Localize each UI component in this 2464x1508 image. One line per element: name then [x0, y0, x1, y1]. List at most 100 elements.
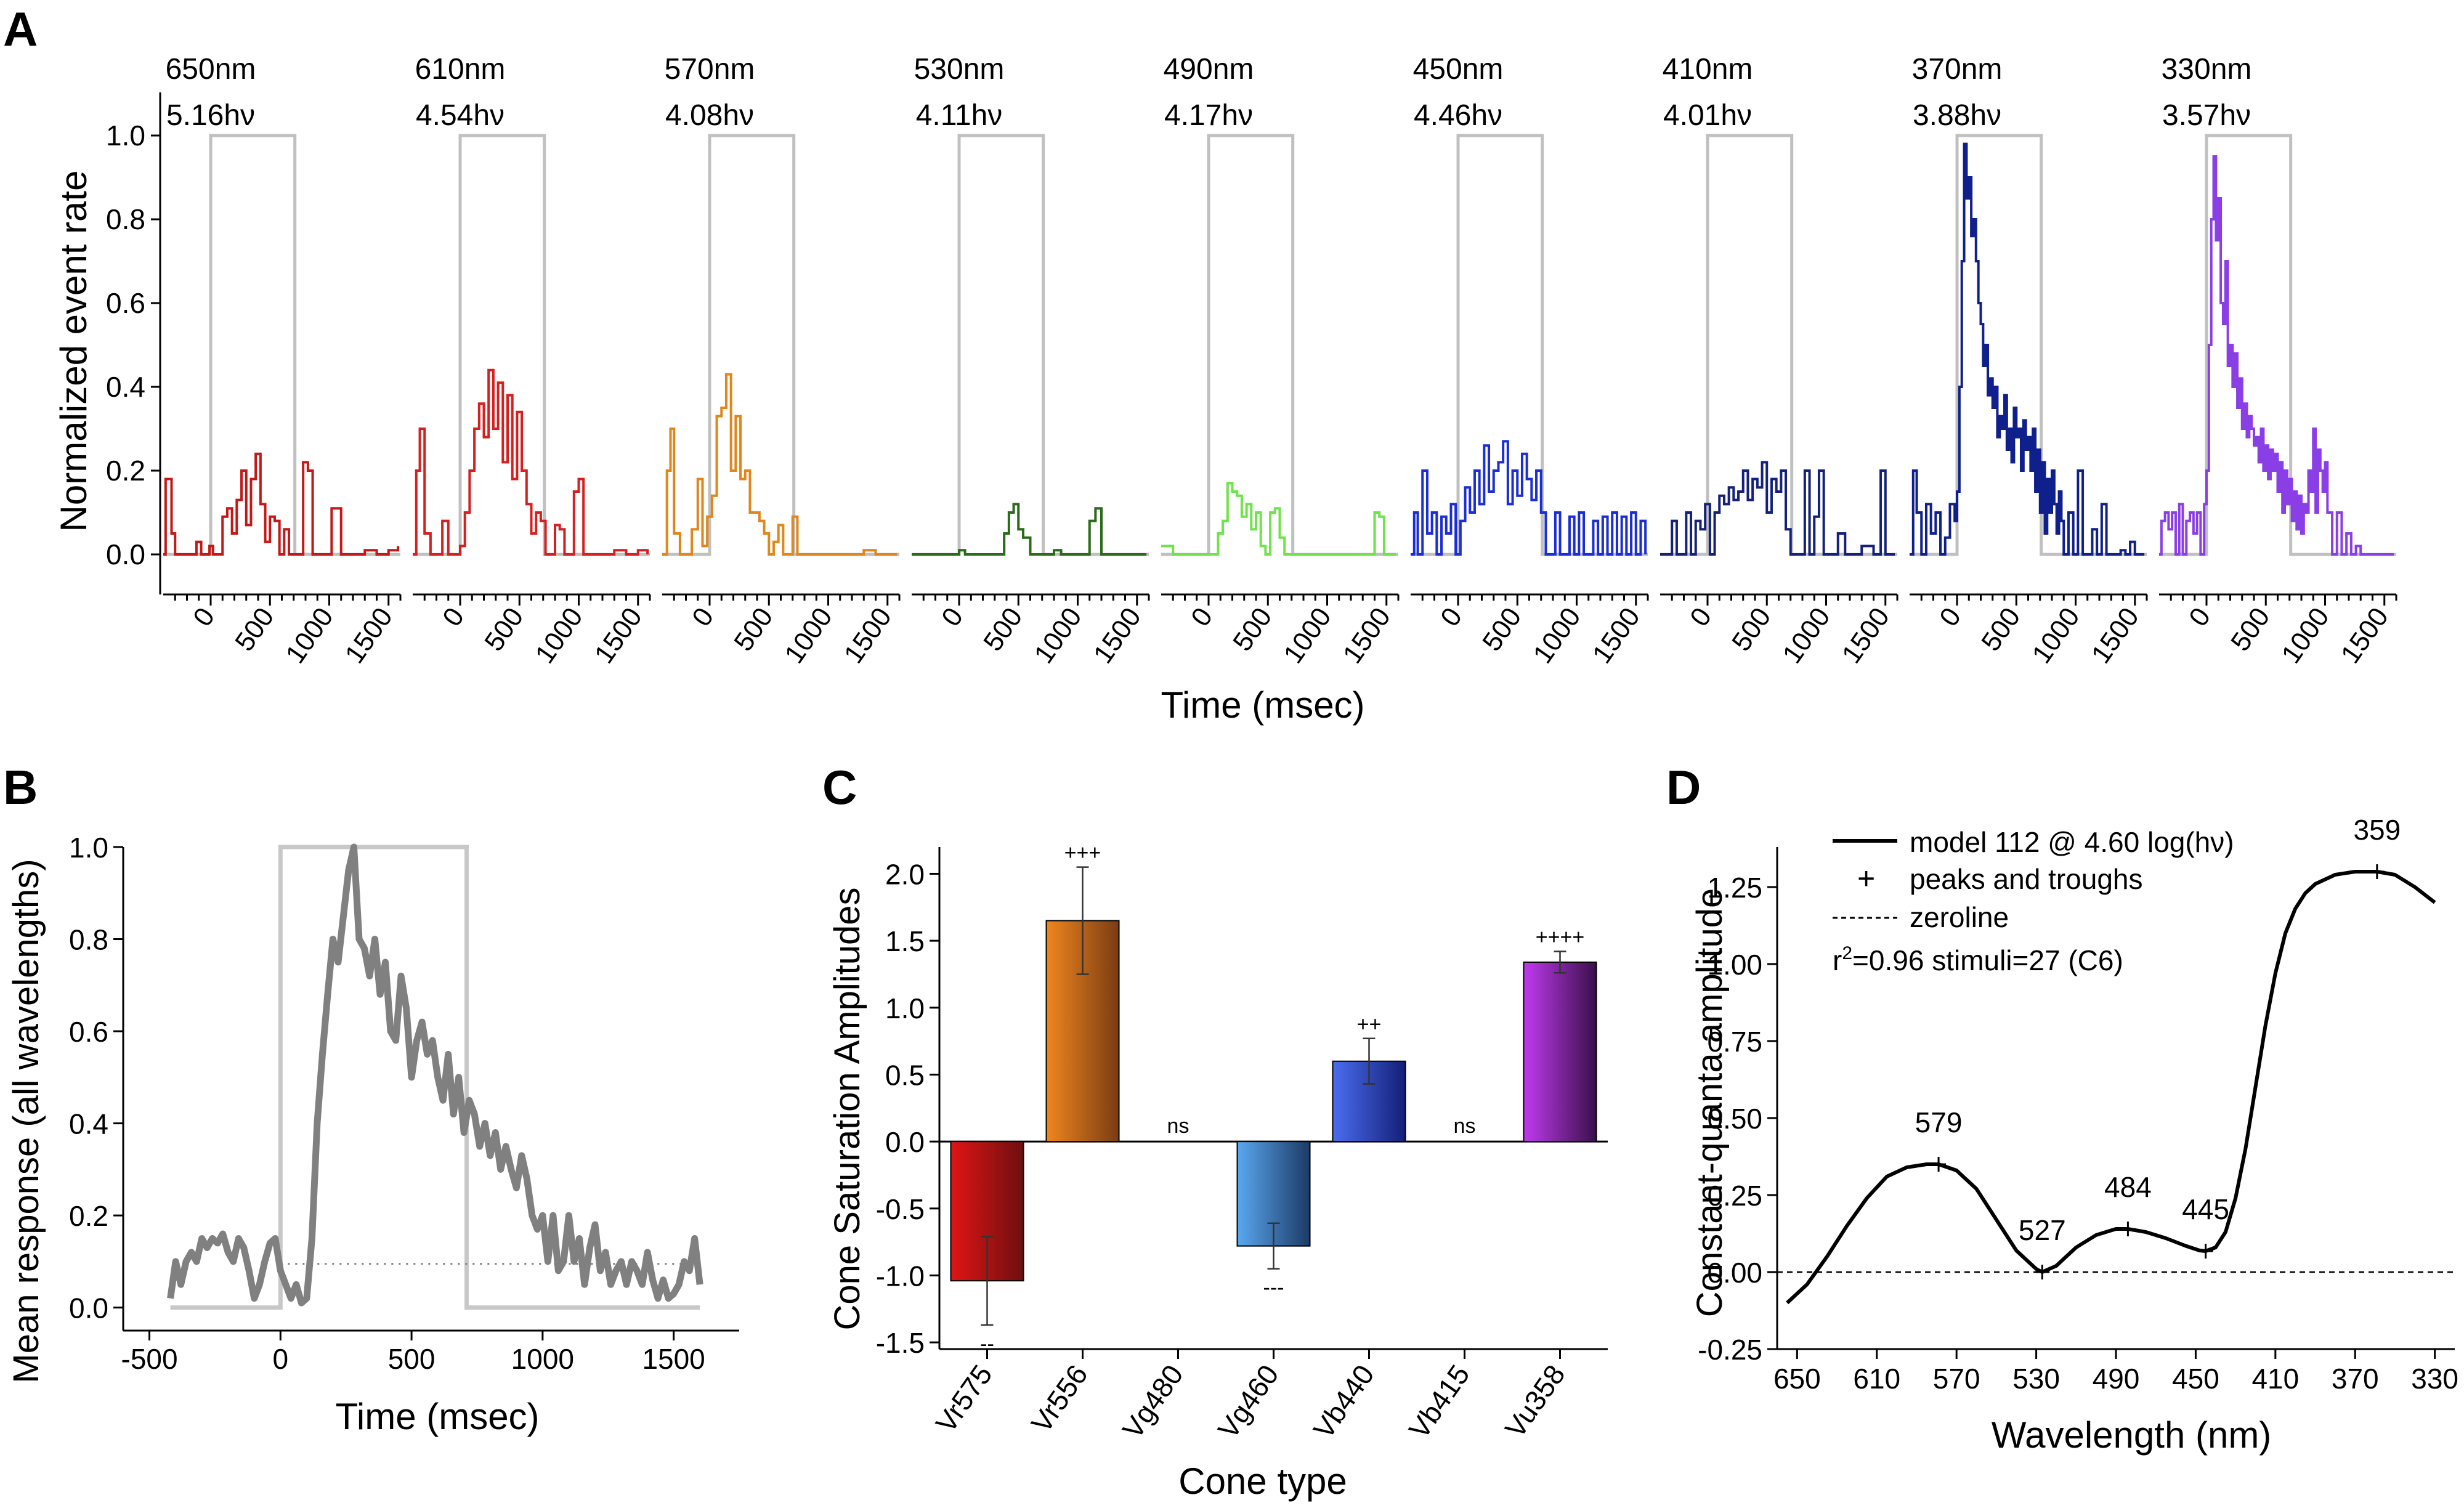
- panel-d-xtick-label: 490: [2093, 1363, 2140, 1395]
- legend-peaks-label: peaks and troughs: [1910, 863, 2143, 895]
- panel-a-xtick-label: 1500: [1337, 602, 1396, 669]
- panel-b-ylabel: Mean response (all wavelengths): [6, 859, 46, 1383]
- panel-c-xtick-label: Vu358: [1499, 1359, 1571, 1443]
- panel-a-response-trace: [1660, 461, 1895, 556]
- panel-d-peak-label: 579: [1915, 1106, 1963, 1138]
- panel-d-peak-label: 527: [2019, 1214, 2066, 1246]
- panel-c-xlabel: Cone type: [1178, 1461, 1347, 1502]
- panel-c-letter: C: [822, 760, 857, 814]
- panel-b-plot: 0.0 0.2 0.4 0.6 0.8 1.0 -500 0 500 1000 1500: [69, 832, 739, 1375]
- panel-a-xtick-label: 1500: [2335, 602, 2394, 669]
- panel-d-xtick-label: 570: [1933, 1363, 1980, 1395]
- panel-d-ytick-label: -0.25: [1698, 1334, 1762, 1366]
- panel-a-xtick-label: 1500: [1836, 602, 1895, 669]
- panel-c-ytick-label: 2.0: [885, 858, 925, 890]
- panel-c-ytick-label: 1.0: [885, 992, 925, 1024]
- panel-a-response-trace: [413, 368, 649, 556]
- panel-a-subplot-410nm: 410nm 4.01hν 0 500 1000 1500: [1660, 53, 1899, 669]
- panel-a-xtick-label: 1000: [1278, 602, 1337, 669]
- panel-a-stimulus-trace: [413, 134, 650, 556]
- panel-c-ylabel: Cone Saturation Amplitudes: [827, 888, 867, 1331]
- panel-c-significance-label: ++: [1357, 1013, 1382, 1036]
- panel-d-xtick-label: 330: [2411, 1363, 2458, 1395]
- panel-b-xlabel: Time (msec): [335, 1396, 539, 1437]
- panel-c-significance-label: ns: [1454, 1114, 1476, 1138]
- panel-b-stimulus-trace: [170, 845, 700, 1310]
- panel-d-xtick-label: 650: [1773, 1363, 1821, 1395]
- panel-b-xtick-label: 500: [388, 1343, 436, 1375]
- panel-c-xtick-label: Vr575: [930, 1359, 999, 1438]
- panel-a-wavelength-label: 570nm: [665, 53, 755, 86]
- panel-d-letter: D: [1666, 760, 1701, 814]
- panel-a-stimulus-trace: [163, 134, 400, 556]
- panel-a-intensity-label: 4.54hν: [416, 99, 505, 132]
- panel-a-subplot-610nm: 610nm 4.54hν 0 500 1000 1500: [413, 53, 651, 669]
- panel-a-stimulus-trace: [1910, 134, 2147, 556]
- panel-d-ytick-label: 1.25: [1707, 872, 1762, 904]
- panel-a-xtick-label: 1500: [1088, 602, 1147, 669]
- panel-a-xtick-label: 1000: [1527, 602, 1586, 669]
- panel-a-xtick-label: 500: [1477, 602, 1527, 657]
- legend-model-label: model 112 @ 4.60 log(hν): [1910, 826, 2234, 858]
- panel-a-xtick-label: 1000: [2026, 602, 2085, 669]
- panel-a-stimulus-trace: [1161, 134, 1398, 556]
- panel-a-subplot-330nm: 330nm 3.57hν 0 500 1000 1500: [2159, 53, 2397, 669]
- panel-a-intensity-label: 4.01hν: [1663, 99, 1752, 132]
- panel-a-wavelength-label: 650nm: [166, 53, 256, 86]
- panel-a-subplot-490nm: 490nm 4.17hν 0 500 1000 1500: [1161, 53, 1400, 669]
- panel-d-xtick-label: 450: [2172, 1363, 2219, 1395]
- panel-c-xtick-label: Vr556: [1025, 1359, 1094, 1438]
- panel-a-xtick-label: 1000: [2276, 602, 2335, 669]
- panel-a-xtick-label: 500: [479, 602, 529, 657]
- panel-d-peak-marker: [2035, 1265, 2050, 1279]
- panel-a-ytick-label: 0.8: [106, 203, 145, 235]
- panel-d-peak-label: 359: [2353, 814, 2401, 846]
- panel-a-xtick-label: 0: [1684, 602, 1717, 632]
- panel-a-wavelength-label: 370nm: [1912, 53, 2003, 86]
- panel-a-xtick-label: 0: [187, 602, 221, 632]
- panel-a-wavelength-label: 530nm: [914, 53, 1005, 86]
- panel-d-xtick-label: 530: [2012, 1363, 2060, 1395]
- panel-a-letter: A: [3, 2, 38, 56]
- panel-c-ytick-label: -0.5: [876, 1193, 925, 1225]
- panel-a-wavelength-label: 330nm: [2162, 53, 2252, 86]
- panel-c-ytick-label: -1.0: [876, 1260, 925, 1292]
- panel-d-ytick-label: 0.25: [1707, 1180, 1762, 1212]
- panel-c-significance-label: ---: [1263, 1276, 1284, 1300]
- panel-b-xtick-label: 0: [273, 1343, 289, 1375]
- panel-b-ytick-label: 0.0: [69, 1292, 108, 1324]
- panel-c-bar-Vu358: [1523, 961, 1597, 1143]
- panel-d-xtick-label: 610: [1853, 1363, 1900, 1395]
- legend-peaks-marker: +: [1857, 861, 1875, 896]
- panel-a-xtick-label: 500: [1726, 602, 1777, 657]
- panel-b-ytick-label: 0.6: [69, 1016, 108, 1048]
- panel-b-ytick-label: 0.2: [69, 1200, 108, 1232]
- panel-c-xtick-label: Vg460: [1212, 1359, 1285, 1445]
- panel-a-xtick-label: 1000: [280, 602, 339, 669]
- panel-a-wavelength-label: 490nm: [1164, 53, 1254, 86]
- panel-c-xtick-label: Vg480: [1116, 1359, 1189, 1445]
- panel-b: B Mean response (all wavelengths) Time (…: [3, 760, 739, 1437]
- panel-a-xtick-label: 500: [1976, 602, 2026, 657]
- panel-c-plot: -1.5 -1.0 -0.5 0.0 0.5 1.0 1.5 2.0 Vr575 -- Vr556 +…: [876, 841, 1608, 1445]
- panel-d-ytick-label: 0.50: [1707, 1103, 1762, 1135]
- panel-a-xtick-label: 500: [728, 602, 779, 657]
- panel-a-response-trace: [1411, 440, 1647, 556]
- panel-d-model-curve: [1786, 870, 2436, 1305]
- panel-a-ytick-label: 1.0: [106, 120, 145, 152]
- panel-b-xtick-label: 1500: [642, 1343, 705, 1375]
- panel-a-wavelength-label: 450nm: [1413, 53, 1504, 86]
- panel-a-response-trace: [1910, 142, 2145, 556]
- panel-d-peak-marker: [2120, 1222, 2136, 1236]
- panel-c-significance-label: ns: [1167, 1114, 1189, 1138]
- panel-a-xtick-label: 1500: [838, 602, 898, 669]
- panel-a-stimulus-trace: [1411, 134, 1648, 556]
- panel-c-ytick-label: 0.0: [885, 1126, 925, 1158]
- panel-d-peak-label: 484: [2104, 1171, 2152, 1203]
- panel-a-xtick-label: 1500: [1587, 602, 1646, 669]
- panel-d-ytick-label: 0.00: [1707, 1257, 1762, 1289]
- panel-a-subplot-370nm: 370nm 3.88hν 0 500 1000 1500: [1910, 53, 2148, 669]
- panel-a-ytick-label: 0.6: [106, 287, 145, 319]
- panel-a-xtick-label: 0: [1185, 602, 1218, 632]
